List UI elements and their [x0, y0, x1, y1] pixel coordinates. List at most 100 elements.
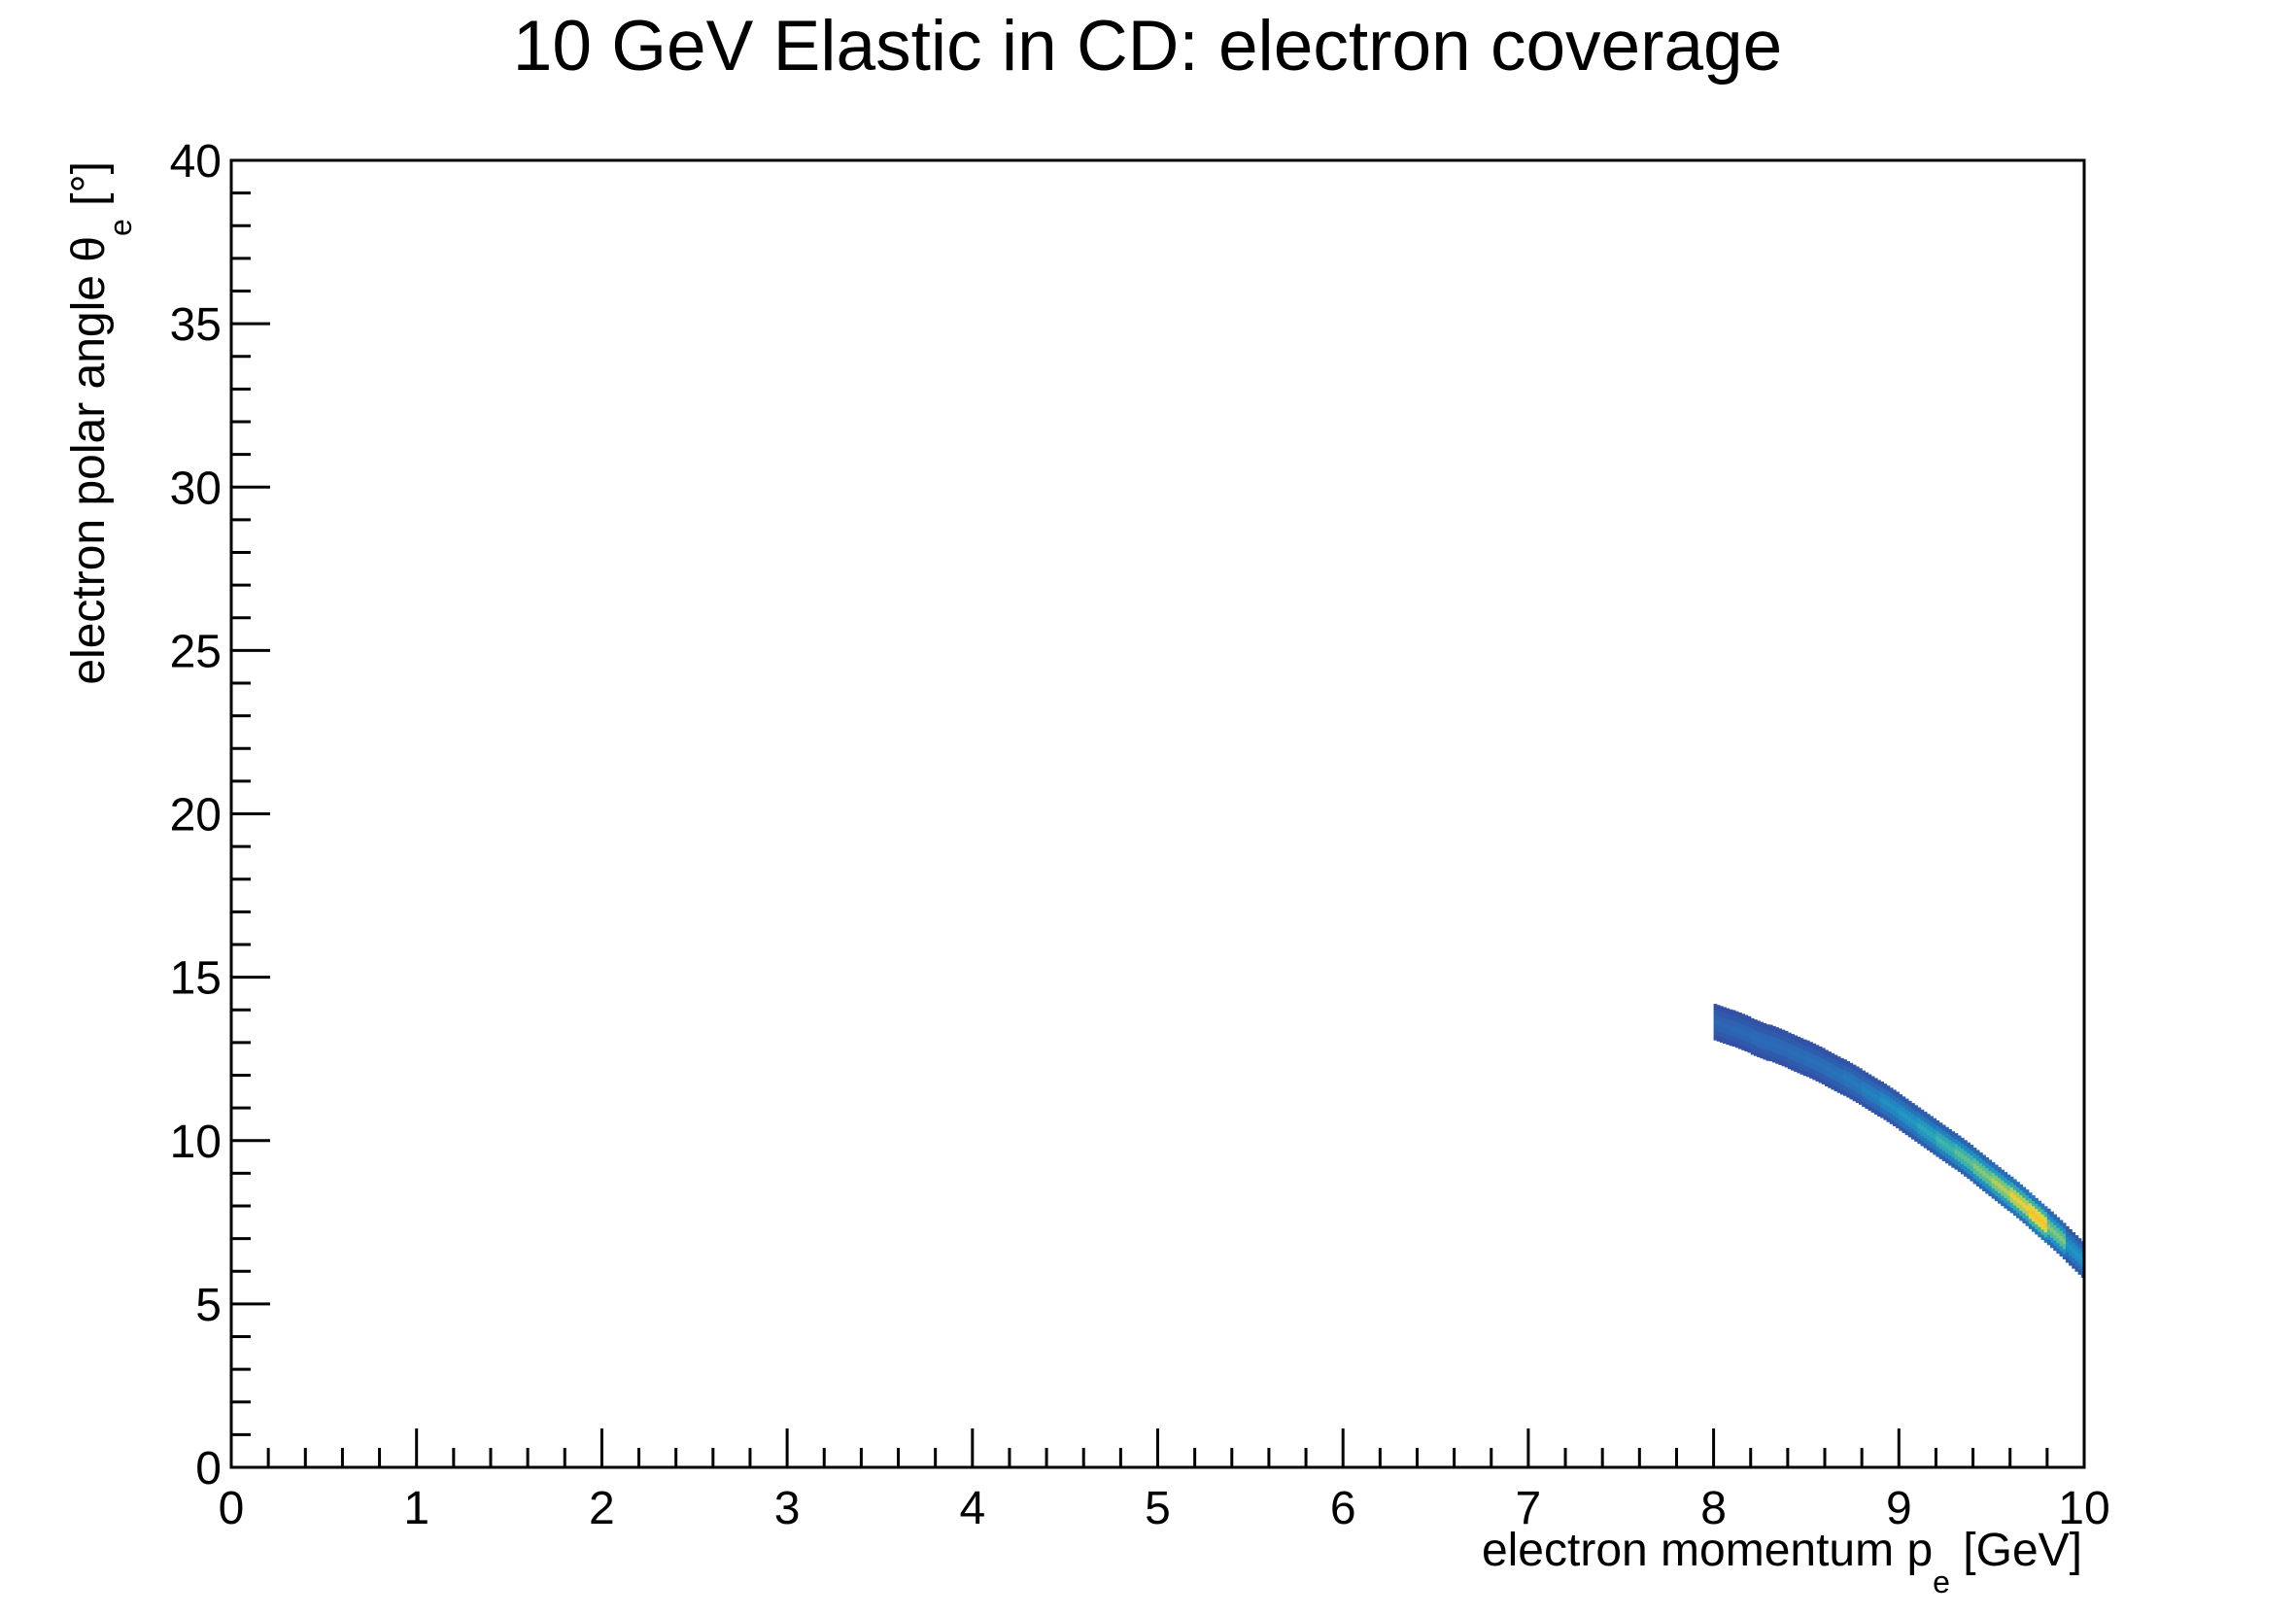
heatmap-bin [1926, 1123, 1931, 1130]
heatmap-bin [1957, 1135, 1962, 1142]
heatmap-bin [1899, 1094, 1903, 1100]
heatmap-bin [1868, 1105, 1872, 1112]
heatmap-bin [1862, 1096, 1866, 1102]
heatmap-bin [1757, 1051, 1761, 1057]
heatmap-bin [1818, 1056, 1823, 1063]
heatmap-bin [1821, 1057, 1826, 1064]
heatmap-bin [1802, 1044, 1807, 1050]
heatmap-bin [1787, 1043, 1792, 1049]
heatmap-bin [1975, 1150, 1980, 1156]
heatmap-bin [1794, 1050, 1799, 1057]
heatmap-bin [1991, 1187, 1996, 1194]
heatmap-cell [1843, 1059, 1863, 1105]
heatmap-bin [1902, 1121, 1906, 1128]
heatmap-bin [2072, 1262, 2076, 1269]
heatmap-bin [1972, 1157, 1977, 1164]
heatmap-bin [2038, 1221, 2042, 1227]
heatmap-bin [1787, 1032, 1792, 1039]
heatmap-bin [1911, 1133, 1915, 1140]
heatmap-bin [1914, 1136, 1918, 1142]
heatmap-bin [1784, 1041, 1789, 1048]
x-tick-label: 0 [219, 1483, 245, 1534]
heatmap-bin [2009, 1182, 2014, 1187]
heatmap-bin [2074, 1240, 2079, 1247]
heatmap-bin [1982, 1165, 1986, 1171]
heatmap-bin [2040, 1214, 2045, 1220]
heatmap-cell [2028, 1192, 2048, 1243]
heatmap-bin [1723, 1032, 1727, 1039]
heatmap-bin [1926, 1118, 1931, 1125]
heatmap-bin [2043, 1216, 2048, 1222]
heatmap-bin [2062, 1227, 2067, 1234]
heatmap-bin [2059, 1235, 2064, 1242]
heatmap-bin [1839, 1088, 1844, 1095]
heatmap-bin [1734, 1011, 1739, 1017]
heatmap-bin [1920, 1124, 1925, 1131]
heatmap-bin [1763, 1028, 1767, 1035]
heatmap-bin [1994, 1180, 1999, 1186]
heatmap-bin [2012, 1189, 2017, 1195]
heatmap-cell [2009, 1176, 2030, 1226]
heatmap-bin [1849, 1073, 1854, 1080]
heatmap-bin [1716, 1020, 1721, 1026]
x-tick-label: 7 [1516, 1483, 1542, 1534]
heatmap-bin [2006, 1174, 2011, 1181]
heatmap-bin [1926, 1139, 1931, 1146]
y-axis-label-main: electron polar angle θ [63, 236, 115, 685]
heatmap-bin [1960, 1137, 1965, 1144]
heatmap-bin [2012, 1199, 2017, 1206]
heatmap-bin [1768, 1040, 1773, 1047]
heatmap-bin [1818, 1051, 1823, 1058]
heatmap-bin [2035, 1213, 2039, 1220]
heatmap-bin [1960, 1158, 1965, 1164]
heatmap-bin [1719, 1031, 1724, 1038]
heatmap-bin [1802, 1054, 1807, 1061]
heatmap-bin [1858, 1073, 1863, 1080]
heatmap-bin [1904, 1118, 1909, 1125]
heatmap-bin [2056, 1221, 2061, 1228]
y-tick-label: 35 [170, 299, 222, 351]
heatmap-bin [2043, 1221, 2048, 1228]
heatmap-bin [1750, 1028, 1755, 1035]
heatmap-bin [1975, 1165, 1980, 1172]
heatmap-bin [1936, 1135, 1940, 1142]
heatmap-bin [1757, 1041, 1761, 1048]
heatmap-bin [2062, 1238, 2067, 1245]
heatmap-bin [1852, 1075, 1857, 1082]
heatmap-bin [1886, 1095, 1891, 1102]
heatmap-bin [2043, 1236, 2048, 1243]
heatmap-bin [1904, 1103, 1909, 1110]
heatmap-bin [1723, 1022, 1727, 1029]
heatmap-cell [1954, 1133, 1974, 1182]
heatmap-bin [2056, 1248, 2061, 1255]
heatmap-bin [1970, 1175, 1974, 1182]
heatmap-bin [1805, 1045, 1810, 1051]
heatmap-bin [2031, 1200, 2036, 1207]
heatmap-bin [1865, 1103, 1869, 1110]
heatmap-bin [1744, 1040, 1749, 1047]
heatmap-bin [1797, 1056, 1801, 1063]
heatmap-bin [1991, 1167, 1996, 1174]
heatmap-bin [1970, 1159, 1974, 1166]
heatmap-bin [1765, 1029, 1770, 1036]
heatmap-bin [1907, 1106, 1912, 1112]
heatmap-bin [1741, 1018, 1745, 1025]
heatmap-bin [1870, 1091, 1875, 1098]
heatmap-bin [1941, 1155, 1946, 1162]
heatmap-bin [2019, 1215, 2024, 1221]
heatmap-bin [1889, 1092, 1894, 1099]
heatmap-bin [1836, 1077, 1841, 1083]
heatmap-bin [1883, 1088, 1888, 1095]
heatmap-bin [2016, 1207, 2020, 1214]
heatmap-bin [2056, 1242, 2061, 1249]
heatmap-bin [2001, 1169, 2005, 1176]
heatmap-bin [1865, 1087, 1869, 1094]
heatmap-bin [2025, 1220, 2030, 1226]
heatmap-bin [1852, 1084, 1857, 1091]
heatmap-bin [1771, 1046, 1776, 1052]
heatmap-bin [1917, 1132, 1922, 1139]
heatmap-bin [1938, 1132, 1943, 1139]
y-tick-label: 20 [170, 790, 222, 842]
heatmap-bin [1982, 1170, 1986, 1177]
